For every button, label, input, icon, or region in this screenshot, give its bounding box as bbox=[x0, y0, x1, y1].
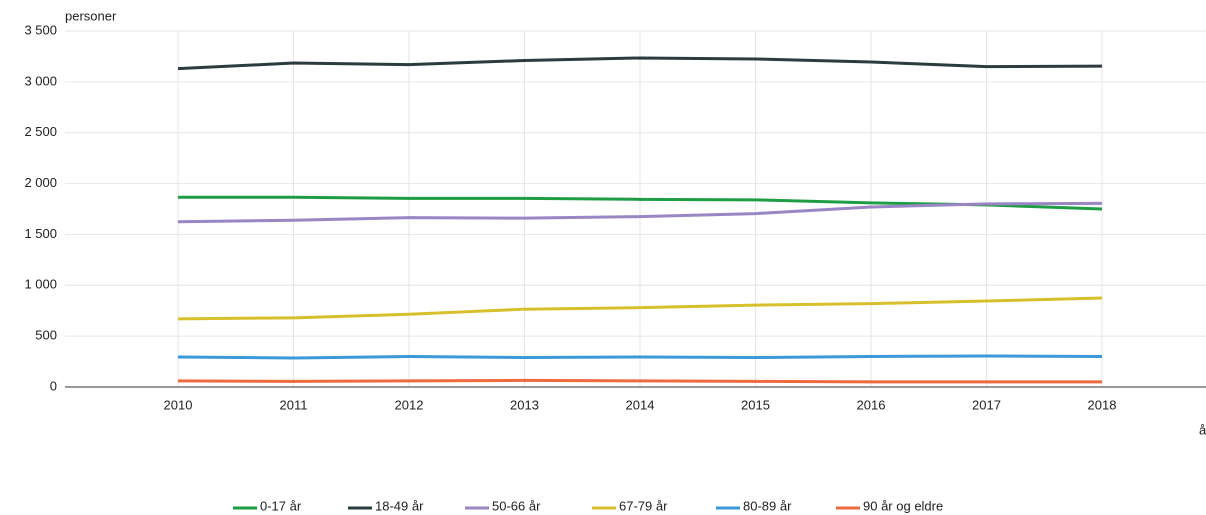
line-series bbox=[177, 56, 1103, 71]
x-tick-label: 2016 bbox=[857, 397, 886, 412]
y-axis-title: personer bbox=[65, 8, 117, 23]
y-tick-label: 3 500 bbox=[24, 22, 57, 37]
x-tick-label: 2015 bbox=[741, 397, 770, 412]
x-tick-label: 2010 bbox=[164, 397, 193, 412]
line-series bbox=[177, 201, 1103, 224]
y-tick-label: 0 bbox=[50, 378, 57, 393]
legend-label: 18-49 år bbox=[375, 498, 424, 513]
y-tick-label: 2 500 bbox=[24, 124, 57, 139]
x-tick-label: 2018 bbox=[1088, 397, 1117, 412]
x-tick-label: 2012 bbox=[395, 397, 424, 412]
legend-label: 90 år og eldre bbox=[863, 498, 943, 513]
x-tick-label: 2013 bbox=[510, 397, 539, 412]
x-tick-label: 2017 bbox=[972, 397, 1001, 412]
legend-label: 67-79 år bbox=[619, 498, 668, 513]
legend-label: 0-17 år bbox=[260, 498, 302, 513]
y-tick-label: 1 500 bbox=[24, 226, 57, 241]
line-series bbox=[177, 296, 1103, 321]
x-tick-label: 2014 bbox=[626, 397, 655, 412]
y-tick-label: 1 000 bbox=[24, 277, 57, 292]
y-tick-label: 500 bbox=[35, 328, 57, 343]
legend-label: 80-89 år bbox=[743, 498, 792, 513]
y-tick-label: 2 000 bbox=[24, 175, 57, 190]
line-series bbox=[177, 354, 1103, 360]
legend-label: 50-66 år bbox=[492, 498, 541, 513]
x-axis-title: år bbox=[1199, 422, 1206, 437]
x-tick-label: 2011 bbox=[280, 397, 308, 412]
line-series bbox=[177, 378, 1102, 384]
y-tick-label: 3 000 bbox=[24, 73, 57, 88]
